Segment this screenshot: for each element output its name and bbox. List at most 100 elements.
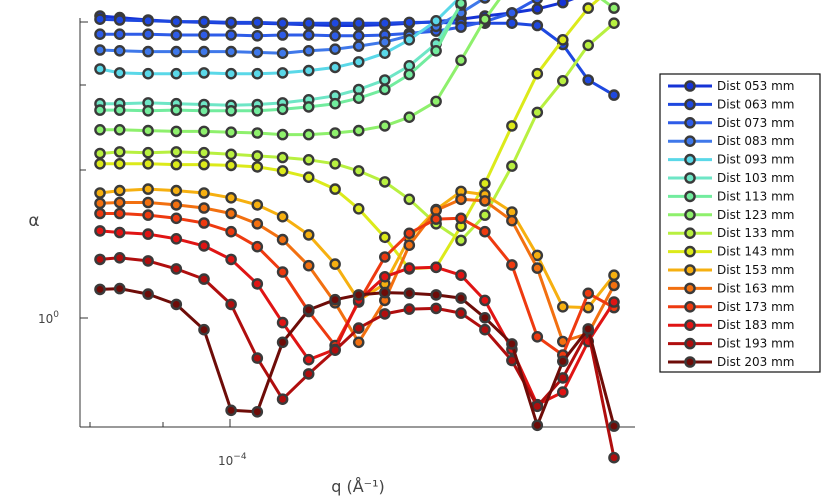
data-point [352, 322, 365, 334]
data-point [113, 67, 126, 79]
data-point [302, 45, 315, 57]
data-point [113, 45, 126, 57]
data-point [378, 36, 391, 48]
data-point [479, 0, 491, 4]
data-point [329, 61, 341, 74]
data-point [506, 338, 518, 350]
data-point [608, 451, 620, 464]
data-point [225, 191, 237, 204]
data-point [403, 16, 416, 29]
data-point [198, 105, 210, 117]
data-point [113, 28, 126, 41]
legend-marker [684, 80, 696, 92]
data-point [302, 171, 315, 183]
data-point [113, 282, 126, 295]
data-point [276, 47, 289, 60]
data-point [198, 323, 210, 336]
data-point [276, 266, 289, 278]
data-point [251, 352, 264, 364]
data-point [198, 240, 210, 252]
series-12 [94, 193, 620, 349]
data-point [276, 67, 289, 79]
legend-entry: Dist 153 mm [717, 263, 794, 277]
data-point [170, 263, 183, 275]
data-point [251, 217, 264, 230]
series-7 [94, 0, 467, 117]
data-point [251, 405, 264, 418]
data-point [94, 225, 106, 237]
data-point [403, 287, 416, 300]
data-point [455, 212, 467, 225]
data-point [142, 209, 154, 221]
data-point [531, 0, 543, 5]
data-point [455, 21, 467, 33]
data-point [113, 207, 126, 220]
data-point [94, 63, 106, 75]
legend-marker [684, 98, 696, 111]
legend-entry: Dist 163 mm [717, 281, 794, 295]
data-point [225, 105, 237, 117]
data-point [225, 126, 237, 138]
data-point [352, 124, 365, 137]
data-point [170, 15, 183, 28]
legend-marker [684, 337, 696, 350]
data-point [557, 386, 569, 398]
data-point [557, 355, 569, 368]
data-point [403, 262, 416, 274]
data-point [582, 323, 595, 335]
data-point [506, 7, 518, 19]
data-point [403, 111, 416, 123]
legend-marker [684, 172, 696, 184]
data-point [251, 161, 264, 173]
data-point [479, 177, 491, 190]
data-point [479, 225, 491, 238]
data-point [582, 39, 595, 52]
legend-marker [684, 135, 696, 147]
data-point [251, 29, 264, 42]
data-point [113, 184, 126, 197]
data-point [455, 292, 467, 304]
data-point [170, 104, 183, 116]
data-point [94, 44, 106, 56]
data-point [531, 3, 544, 15]
data-point [198, 202, 210, 214]
legend-marker [684, 153, 696, 166]
data-point [94, 147, 106, 160]
series-16 [94, 282, 620, 432]
data-point [170, 184, 183, 197]
data-point [352, 29, 365, 42]
data-point [329, 293, 341, 306]
data-point [329, 97, 341, 110]
data-point [302, 353, 315, 366]
data-point [251, 150, 264, 162]
data-point [276, 103, 289, 116]
data-point [225, 45, 237, 58]
data-point [276, 336, 289, 349]
data-point [225, 298, 237, 311]
data-point [113, 226, 126, 239]
data-point [531, 400, 544, 413]
series-4 [94, 0, 491, 60]
legend-marker [684, 208, 696, 221]
data-point [608, 89, 620, 101]
data-point [455, 307, 467, 319]
series-5 [94, 0, 466, 80]
data-point [430, 261, 442, 274]
data-point [276, 151, 289, 164]
data-point [403, 227, 416, 240]
data-point [142, 124, 154, 137]
data-point [198, 146, 210, 159]
data-point [94, 207, 106, 220]
data-point [479, 311, 491, 324]
data-point [378, 308, 391, 320]
data-point [113, 124, 126, 136]
legend-entry: Dist 143 mm [717, 245, 794, 259]
data-point [251, 16, 264, 29]
data-point [276, 210, 289, 223]
y-tick-label: 100 [38, 310, 59, 326]
legend: Dist 053 mm Dist 063 mm Dist 073 mm Dist 08… [659, 73, 821, 373]
data-point [531, 262, 544, 274]
legend-entry: Dist 093 mm [717, 153, 794, 167]
data-point [113, 146, 126, 158]
data-point [225, 29, 237, 41]
